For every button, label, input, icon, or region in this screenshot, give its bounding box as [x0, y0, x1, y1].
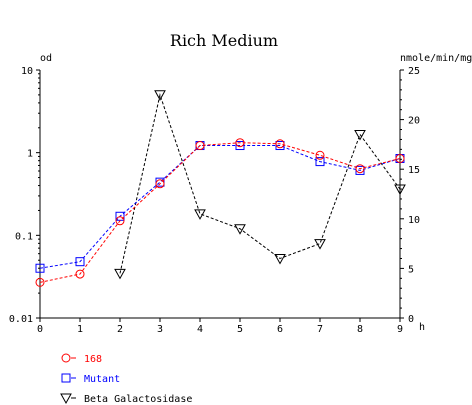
legend-label: Mutant — [84, 374, 120, 385]
y2-tick-label: 15 — [408, 165, 420, 176]
data-point — [274, 253, 286, 265]
data-point — [235, 138, 245, 148]
y2-tick-label: 10 — [408, 215, 420, 226]
y-axis-ticks: 10 1 0.1 0.01 — [9, 66, 40, 325]
x-tick-label: 7 — [317, 324, 323, 335]
x-tick-label: 5 — [237, 324, 243, 335]
data-point — [61, 373, 71, 383]
data-point — [35, 277, 45, 287]
y-axis-label: od — [40, 53, 52, 64]
data-point — [194, 209, 206, 220]
data-point — [114, 268, 126, 280]
x-tick-label: 6 — [277, 324, 283, 335]
plot-area — [35, 90, 406, 287]
x-axis-label: h — [419, 322, 425, 333]
series-line — [39, 145, 401, 269]
y2-tick-label: 0 — [408, 314, 414, 325]
legend-label: Beta Galactosidase — [84, 394, 192, 405]
y2-tick-label: 20 — [408, 116, 420, 127]
data-point — [315, 157, 325, 167]
y-tick-label: 0.1 — [15, 231, 33, 242]
data-point — [61, 353, 71, 363]
y2-axis-label: nmole/min/mg — [400, 53, 472, 64]
y2-tick-label: 5 — [408, 264, 414, 275]
x-tick-label: 0 — [37, 324, 43, 335]
y-tick-label: 0.01 — [9, 314, 33, 325]
data-point — [395, 154, 405, 164]
series-line — [39, 142, 401, 283]
y2-tick-label: 25 — [408, 66, 420, 77]
legend: 168 Mutant Beta Galactosidase — [60, 353, 192, 405]
series-mutant — [35, 141, 405, 273]
y-tick-label: 1 — [27, 149, 33, 160]
x-axis-ticks: 0 1 2 3 4 5 6 7 8 9 — [37, 318, 403, 335]
data-point — [60, 393, 72, 405]
data-point — [75, 269, 85, 279]
data-point — [115, 216, 125, 226]
legend-item: Mutant — [61, 373, 120, 385]
x-tick-label: 8 — [357, 324, 363, 335]
y2-axis-ticks: 25 20 15 10 5 0 — [400, 66, 420, 325]
data-point — [235, 141, 245, 151]
legend-item: Beta Galactosidase — [60, 393, 192, 405]
legend-label: 168 — [84, 354, 102, 365]
x-tick-label: 4 — [197, 324, 203, 335]
data-point — [35, 263, 45, 273]
data-point — [155, 179, 165, 189]
series-168 — [35, 138, 405, 287]
data-point — [315, 150, 325, 160]
x-tick-label: 3 — [157, 324, 163, 335]
data-point — [75, 257, 85, 267]
series-line — [119, 92, 401, 274]
data-point — [355, 164, 365, 174]
data-point — [234, 224, 246, 235]
data-point — [195, 141, 205, 151]
data-point — [394, 184, 406, 196]
legend-item: 168 — [61, 353, 102, 365]
data-point — [154, 90, 166, 101]
data-point — [354, 129, 366, 141]
chart-title: Rich Medium — [170, 31, 278, 50]
x-tick-label: 1 — [77, 324, 83, 335]
axes — [39, 70, 401, 319]
x-tick-label: 9 — [397, 324, 403, 335]
data-point — [275, 139, 285, 149]
data-point — [314, 239, 326, 250]
x-tick-label: 2 — [117, 324, 123, 335]
series-beta-galactosidase — [114, 90, 406, 280]
y-tick-label: 10 — [21, 66, 33, 77]
